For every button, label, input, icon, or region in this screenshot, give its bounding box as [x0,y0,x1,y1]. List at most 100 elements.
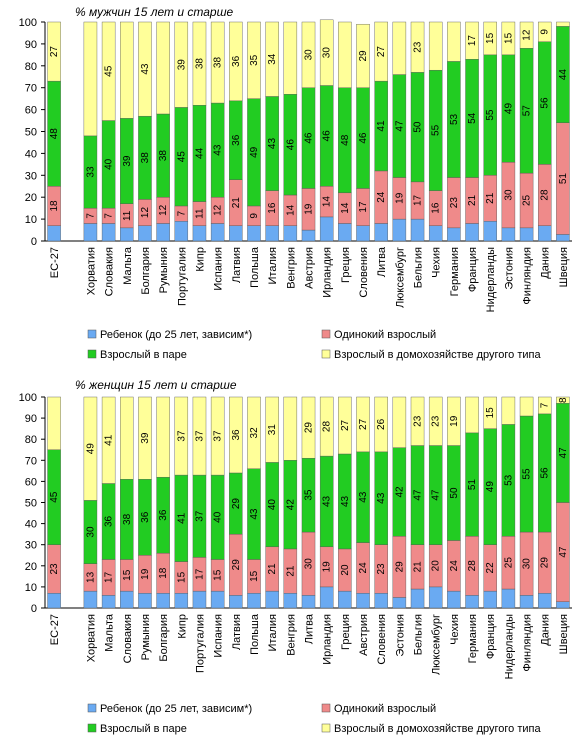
data-label: 24 [376,191,387,203]
data-label: 27 [49,46,60,58]
data-label: 21 [285,565,296,577]
bar-segment [120,396,134,480]
legend-swatch [87,349,97,359]
data-label: 20 [340,564,351,576]
bar-segment [120,590,134,609]
x-tick-label: Венгрия [285,614,297,656]
y-tick-label: 90 [25,39,37,51]
data-label: 30 [85,526,96,538]
data-label: 24 [358,562,369,574]
bar-segment [138,593,152,609]
data-label: 11 [194,208,205,219]
data-label: 19 [394,192,405,204]
data-label: 9 [540,29,551,35]
x-tick-label: Чехия [431,247,443,278]
data-label: 21 [413,561,424,573]
x-tick-label: Греция [340,247,352,283]
y-tick-label: 60 [25,476,37,488]
data-label: 13 [85,571,96,583]
x-tick-label: Эстония [503,247,515,290]
data-label: 7 [85,213,96,219]
bar-segment [210,396,225,476]
bar-segment [537,593,552,609]
data-label: 21 [467,194,478,206]
x-tick-label: Люксембург [431,614,443,675]
bar-segment [465,223,479,242]
bar-segment [138,396,152,480]
bar-segment [428,21,443,71]
x-tick-label: Словения [376,614,388,665]
data-label: 28 [540,189,551,201]
data-label: 17 [104,571,115,583]
bar-segment [410,396,425,446]
x-tick-label: Португалия [176,247,188,306]
x-tick-label: Хорватия [85,247,97,295]
bar-segment [338,21,352,88]
bar-segment [501,227,516,242]
data-label: 43 [322,495,333,507]
x-tick-label: Италия [267,247,279,285]
data-label: 19 [449,415,460,427]
bar-segment [319,396,334,457]
legend-label: Взрослый в домохозяйстве другого типа [334,723,541,735]
data-label: 46 [304,132,315,144]
data-label: 27 [340,419,351,431]
x-tick-label: ЕС-27 [49,247,61,278]
data-label: 43 [376,492,387,504]
data-label: 28 [467,560,478,572]
data-label: 27 [358,418,369,430]
bar-segment [392,396,407,448]
bar-segment [483,590,497,609]
data-label: 9 [249,213,260,219]
data-label: 25 [503,557,514,569]
bar-segment [247,593,261,609]
data-label: 21 [485,192,496,204]
data-label: 38 [158,150,169,162]
bar-segment [319,19,334,86]
bar-segment [156,223,170,242]
x-tick-label: Польша [249,613,261,655]
data-label: 20 [431,560,442,572]
x-tick-label: Румыния [158,247,170,293]
bar-segment [120,227,134,242]
x-tick-label: Хорватия [85,614,97,662]
x-tick-label: Швеция [558,247,570,287]
y-tick-label: 60 [25,105,37,117]
data-label: 42 [285,499,296,511]
data-label: 25 [522,194,533,206]
bar-segment [338,396,352,455]
x-tick-label: Польша [249,246,261,288]
bar-segment [283,21,298,95]
y-tick-label: 80 [25,434,37,446]
bar-segment [301,229,316,242]
data-label: 12 [213,204,224,216]
data-label: 23 [376,563,387,575]
bar-segment [447,227,461,242]
bar-segment [537,396,552,415]
bar-segment [247,396,261,469]
bar-segment [392,21,407,75]
data-label: 30 [522,558,533,570]
data-label: 19 [304,203,315,215]
x-tick-label: Чехия [449,614,461,645]
data-label: 49 [249,146,260,158]
bar-segment [229,225,243,242]
data-label: 39 [140,432,151,444]
data-label: 31 [267,424,278,436]
x-tick-label: Люксембург [394,247,406,308]
bar-segment [138,21,152,117]
y-tick-label: 50 [25,127,37,139]
data-label: 29 [231,498,242,510]
data-label: 46 [322,130,333,142]
data-label: 18 [158,567,169,579]
data-label: 56 [540,467,551,479]
data-label: 37 [194,430,205,442]
data-label: 17 [194,568,205,580]
data-label: 47 [394,120,405,132]
data-label: 21 [267,563,278,575]
legend-label: Одинокий взрослый [334,703,436,715]
bar-segment [537,21,552,42]
data-label: 15 [122,569,133,581]
data-label: 14 [322,196,333,208]
bar-segment [283,225,298,242]
